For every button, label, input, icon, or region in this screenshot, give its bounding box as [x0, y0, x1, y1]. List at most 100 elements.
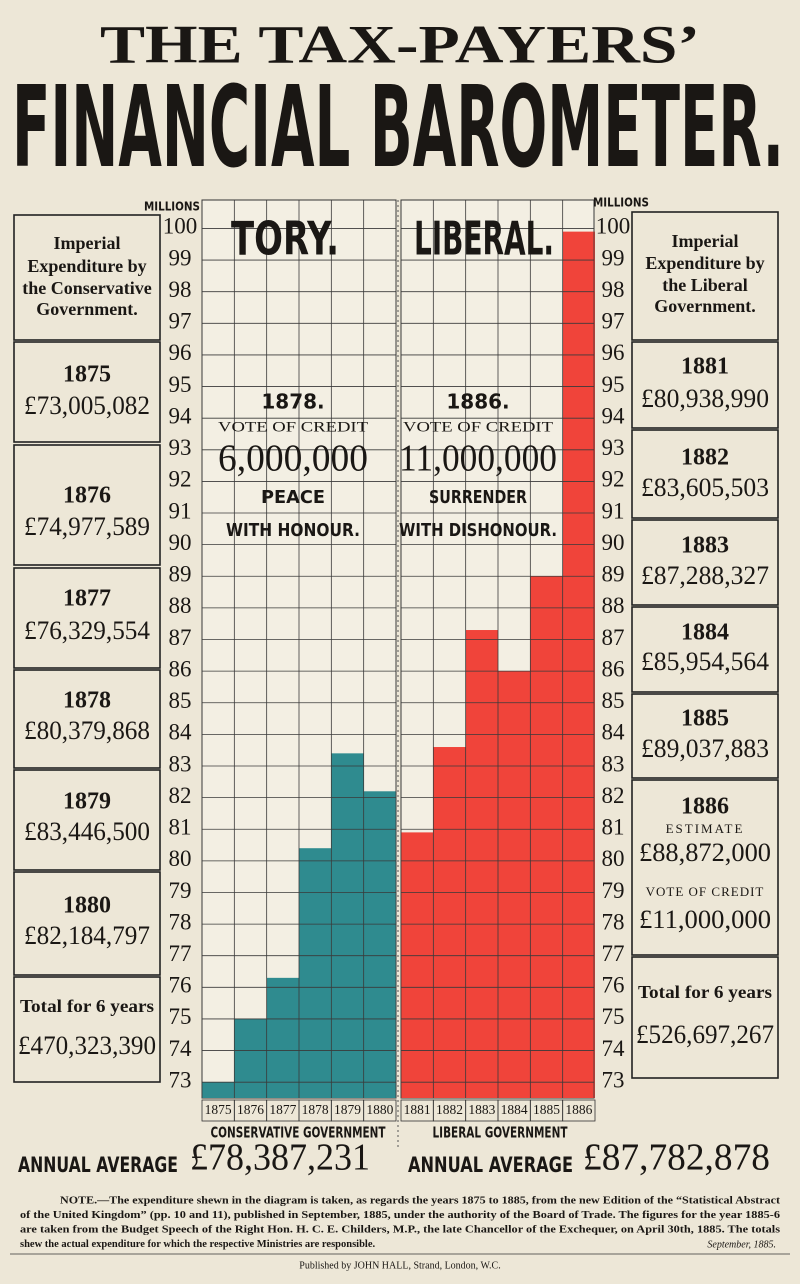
bar [401, 832, 434, 1098]
y-tick-label: 96 [169, 340, 192, 365]
category-box [363, 1099, 397, 1122]
annotation: 6,000,000 [218, 438, 368, 480]
y-tick-label-right: 100 [596, 214, 631, 239]
y-tick-label: 95 [169, 372, 192, 397]
y-tick-label-right: 74 [602, 1036, 626, 1061]
average-label: ANNUAL AVERAGE [408, 1153, 573, 1177]
y-tick-label: 81 [169, 815, 192, 840]
series-heading: LIBERAL. [414, 212, 554, 266]
bar [498, 671, 531, 1098]
x-tick-label: 1879 [334, 1103, 361, 1118]
y-tick-label-right: 94 [602, 403, 626, 428]
panel-amount: £82,184,797 [24, 921, 150, 950]
panel-box [631, 606, 779, 693]
y-tick-label-right: 82 [602, 783, 625, 808]
y-tick-label-right: 83 [602, 751, 625, 776]
panel-box [13, 444, 161, 566]
y-tick-label: 84 [169, 720, 193, 745]
bar [363, 791, 396, 1098]
y-tick-label: 92 [169, 467, 192, 492]
annotation: 1886. [446, 390, 509, 414]
y-tick-label: 89 [169, 562, 192, 587]
y-tick-label: 77 [169, 941, 192, 966]
annotation: SURRENDER [429, 487, 527, 508]
y-tick-label-right: 88 [602, 593, 625, 618]
panel-year: 1876 [63, 483, 111, 509]
y-tick-label-right: 73 [602, 1067, 625, 1092]
panel-amount: £85,954,564 [641, 647, 769, 676]
annotation: PEACE [261, 487, 325, 508]
panel-heading: the Conservative [22, 278, 151, 298]
panel-total-label: Total for 6 years [638, 982, 772, 1002]
bar [562, 231, 595, 1098]
y-tick-label: 91 [169, 498, 192, 523]
x-tick-label: 1877 [269, 1103, 296, 1118]
panel-box [13, 214, 161, 341]
bar [433, 747, 466, 1098]
panel-year: 1886 [681, 794, 729, 820]
y-tick-label: 86 [169, 656, 192, 681]
y-tick-label-right: 86 [602, 656, 625, 681]
note-line: of the United Kingdom” (pp. 10 and 11), … [20, 1210, 780, 1221]
x-tick-label: 1876 [237, 1103, 264, 1118]
y-tick-label: 93 [169, 435, 192, 460]
panel-year: 1883 [681, 533, 729, 559]
bar [234, 1018, 267, 1098]
panel-box [13, 341, 161, 443]
y-tick-label-right: 90 [602, 530, 625, 555]
panel-estimate-label: ESTIMATE [666, 821, 745, 836]
panel-year: 1879 [63, 789, 111, 815]
note-line: shew the actual expenditure for which th… [20, 1239, 375, 1250]
panel-vote: £11,000,000 [639, 905, 771, 934]
y-tick-label-right: 81 [602, 815, 625, 840]
footer: Published by JOHN HALL, Strand, London, … [299, 1260, 500, 1271]
x-tick-label: 1881 [404, 1103, 431, 1118]
x-tick-label: 1886 [565, 1103, 592, 1118]
panel-heading: Government. [654, 296, 755, 316]
annotation: VOTE OF CREDIT [403, 419, 553, 435]
bar [331, 753, 364, 1098]
y-tick-label: 80 [169, 846, 192, 871]
y-tick-label-right: 78 [602, 909, 625, 934]
bar [266, 977, 299, 1098]
y-tick-label-right: 84 [602, 720, 626, 745]
y-tick-label: 90 [169, 530, 192, 555]
y-tick-label: 100 [163, 214, 198, 239]
y-tick-label-right: 97 [602, 309, 625, 334]
group-label: LIBERAL GOVERNMENT [433, 1124, 569, 1142]
title-line-1: THE TAX-PAYERS’ [100, 14, 700, 74]
bar [299, 848, 332, 1098]
panel-amount: £74,977,589 [24, 512, 150, 541]
y-tick-label: 76 [169, 973, 192, 998]
panel-amount: £89,037,883 [641, 734, 769, 763]
panel-year: 1882 [681, 445, 729, 471]
panel-year: 1878 [63, 688, 111, 714]
panel-heading: Imperial [54, 233, 121, 253]
panel-box [631, 429, 779, 519]
panel-vote-label: VOTE OF CREDIT [646, 884, 765, 899]
y-tick-label-right: 85 [602, 688, 625, 713]
series-heading: TORY. [231, 212, 339, 266]
x-tick-label: 1880 [366, 1103, 393, 1118]
panel-year: 1885 [681, 706, 729, 732]
y-tick-label-right: 91 [602, 498, 625, 523]
annotation: WITH DISHONOUR. [399, 520, 557, 541]
title-line-2: FINANCIAL BAROMETER. [12, 63, 784, 193]
panel-box [631, 211, 779, 341]
average-amount: £87,782,878 [583, 1137, 770, 1179]
panel-amount: £88,872,000 [639, 838, 771, 867]
y-tick-label-right: 98 [602, 277, 625, 302]
panel-box [13, 871, 161, 976]
panel-heading: Expenditure by [27, 256, 146, 276]
panel-amount: £80,938,990 [641, 384, 769, 413]
y-tick-label-right: 87 [602, 625, 625, 650]
note-line: are taken from the Budget Speech of the … [20, 1224, 780, 1235]
group-label: CONSERVATIVE GOVERNMENT [211, 1124, 387, 1142]
panel-year: 1877 [63, 586, 111, 612]
average-label: ANNUAL AVERAGE [18, 1153, 178, 1177]
y-tick-label: 74 [169, 1036, 193, 1061]
y-tick-label: 83 [169, 751, 192, 776]
x-tick-label: 1884 [501, 1103, 528, 1118]
annotation: WITH HONOUR. [226, 520, 360, 541]
